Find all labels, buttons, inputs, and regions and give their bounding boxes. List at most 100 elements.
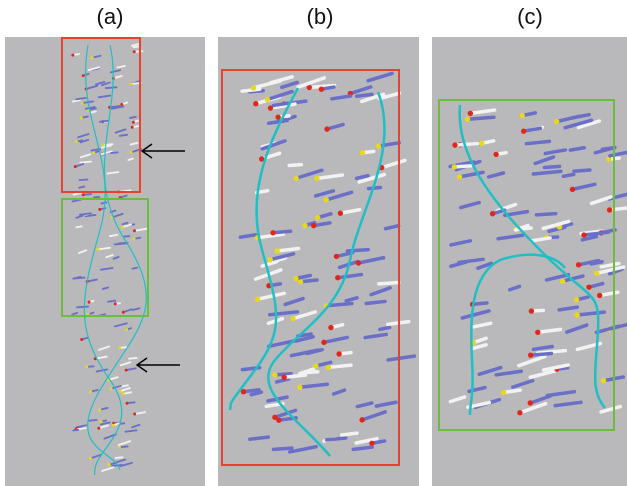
atom: [574, 312, 580, 318]
base-stick: [580, 234, 599, 242]
base-stick: [517, 354, 547, 368]
atom: [98, 408, 102, 412]
base-stick: [534, 211, 558, 217]
base-stick: [249, 390, 264, 397]
base-stick: [330, 94, 353, 101]
atom: [113, 302, 117, 306]
base-stick: [108, 233, 119, 238]
backbone: [267, 91, 386, 457]
base-stick: [124, 429, 138, 433]
atom: [125, 401, 129, 405]
base-stick: [81, 100, 95, 105]
backbone: [499, 253, 566, 269]
atom: [264, 96, 271, 103]
backbone: [468, 258, 501, 416]
base-stick: [78, 178, 89, 182]
base-stick: [294, 335, 315, 343]
base-stick: [260, 139, 287, 151]
base-stick: [315, 173, 345, 181]
base-stick: [84, 106, 96, 110]
base-stick: [334, 250, 355, 259]
base-stick: [477, 365, 503, 377]
base-stick: [72, 428, 80, 432]
base-stick: [568, 146, 586, 152]
atom: [559, 278, 566, 284]
base-stick: [607, 267, 624, 276]
atom: [290, 316, 296, 322]
atom: [98, 208, 102, 212]
base-stick: [386, 354, 417, 362]
atom: [493, 151, 499, 158]
atom: [107, 463, 111, 467]
base-stick: [513, 223, 530, 232]
base-stick: [248, 435, 271, 441]
atom: [85, 365, 89, 369]
atom: [325, 364, 332, 371]
highlight-box-green: [438, 99, 615, 431]
base-stick: [109, 69, 122, 74]
atom: [452, 142, 458, 148]
atom: [129, 150, 133, 154]
atom: [81, 74, 85, 78]
backbone: [228, 87, 300, 411]
atom: [302, 222, 308, 229]
base-stick: [132, 45, 140, 49]
atom: [240, 389, 247, 395]
base-stick: [87, 419, 98, 422]
atom: [359, 150, 366, 156]
base-stick: [131, 307, 141, 311]
atom: [335, 275, 341, 281]
base-stick: [594, 324, 621, 335]
base-stick: [125, 367, 137, 372]
highlight-box-red: [61, 37, 141, 193]
base-stick: [354, 436, 379, 445]
base-stick: [104, 86, 118, 90]
atom: [310, 222, 317, 229]
base-stick: [131, 423, 141, 429]
atom: [586, 284, 592, 290]
atom: [581, 232, 587, 238]
atom: [99, 420, 103, 424]
base-stick: [594, 265, 626, 276]
atom: [111, 423, 115, 427]
atom: [120, 225, 124, 229]
atom: [306, 84, 312, 91]
base-stick: [311, 221, 332, 228]
base-stick: [298, 382, 330, 390]
base-stick: [265, 89, 294, 102]
atom: [250, 85, 257, 91]
base-stick: [291, 310, 318, 321]
base-stick: [348, 85, 373, 96]
base-stick: [460, 309, 491, 320]
base-stick: [71, 99, 81, 103]
backbone: [83, 44, 123, 476]
base-stick: [379, 158, 407, 170]
base-stick: [111, 464, 124, 467]
base-stick: [544, 273, 571, 282]
atom: [323, 197, 329, 203]
base-stick: [289, 348, 321, 358]
base-stick: [100, 81, 111, 87]
base-stick: [364, 299, 387, 306]
base-stick: [100, 201, 108, 205]
base-stick: [116, 65, 126, 69]
atom: [313, 363, 319, 369]
base-stick: [468, 108, 497, 116]
base-stick: [378, 325, 392, 332]
base-stick: [458, 200, 481, 210]
atom: [132, 50, 136, 54]
base-stick: [77, 133, 90, 139]
base-stick: [267, 310, 300, 317]
base-stick: [86, 278, 98, 283]
atom: [293, 275, 299, 282]
atom: [73, 165, 77, 169]
atom: [121, 310, 125, 314]
base-stick: [288, 444, 318, 454]
base-stick: [294, 168, 324, 180]
atom: [606, 156, 612, 162]
atom: [109, 387, 113, 391]
base-stick: [448, 395, 467, 404]
atom: [101, 143, 105, 147]
base-stick: [465, 115, 496, 121]
